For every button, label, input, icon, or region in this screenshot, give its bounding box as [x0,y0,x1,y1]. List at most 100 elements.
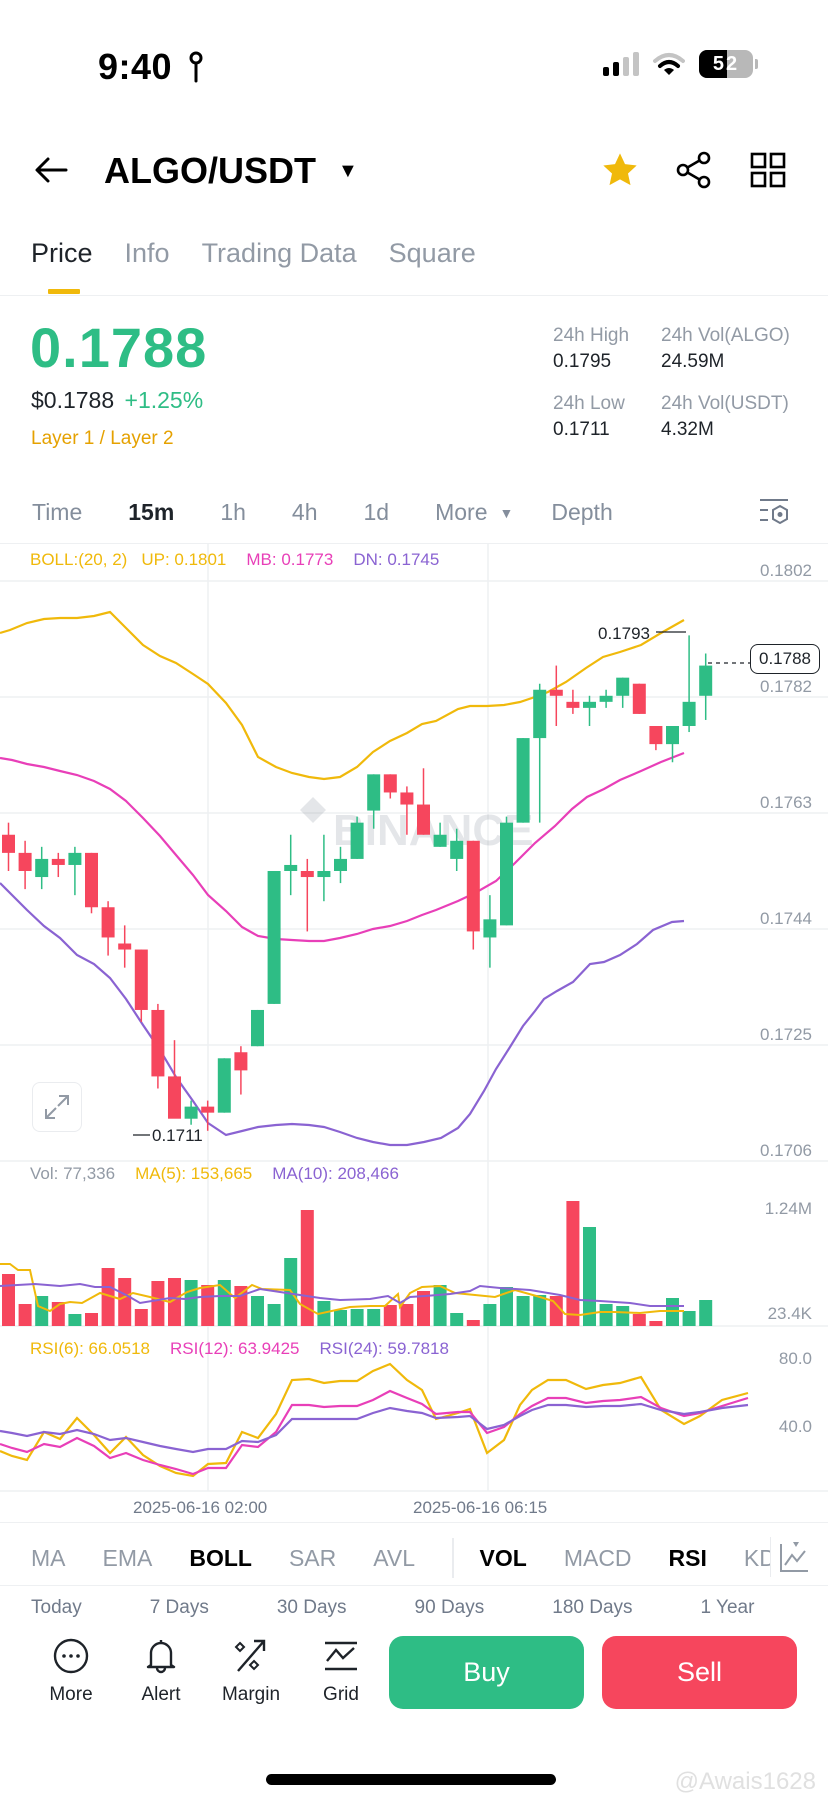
indicator-settings-button[interactable] [770,1537,810,1577]
tab-info[interactable]: Info [124,238,170,268]
candle [284,864,298,871]
date-axis-label: 2025-06-16 06:15 [413,1498,548,1517]
chart-settings-icon [760,499,788,525]
indicator-vol[interactable]: VOL [479,1544,527,1571]
boll-params: BOLL:(20, 2) [30,550,128,569]
margin-button[interactable]: Margin [218,1636,284,1706]
active-tab-indicator [48,289,80,294]
tf-1d[interactable]: 1d [363,499,390,525]
range-today[interactable]: Today [31,1597,82,1618]
tab-square[interactable]: Square [388,238,476,268]
volume-bars [2,1201,713,1326]
candle [267,871,281,1004]
pair-selector[interactable]: ALGO/USDT ▼ [104,150,358,192]
volume-bar [566,1201,580,1326]
volume-bar [466,1320,480,1326]
volume-bar [533,1295,547,1326]
indicator-avl[interactable]: AVL [373,1544,416,1571]
caret-down-icon: ▼ [499,504,514,521]
rsi-axis-label: 40.0 [778,1417,812,1436]
tf-time[interactable]: Time [32,499,83,525]
range-1y[interactable]: 1 Year [700,1597,755,1618]
candle [217,1058,231,1113]
chart-settings-button[interactable] [758,496,792,530]
share-button[interactable] [672,148,716,192]
volume-bar [450,1313,464,1326]
alert-button[interactable]: Alert [128,1636,194,1706]
caret-down-icon: ▼ [338,159,358,182]
price-axis-label: 0.1782 [760,677,812,696]
tf-4h[interactable]: 4h [291,499,318,525]
indicator-divider [0,1522,828,1523]
watermark-text: @Awais1628 [674,1768,816,1795]
bell-icon [146,1640,176,1674]
tab-price[interactable]: Price [31,238,93,268]
price-axis-label: 0.1744 [760,909,812,928]
tf-depth[interactable]: Depth [551,499,613,525]
fiat-price-row: $0.1788 +1.25% [31,387,203,414]
volume-bar [516,1296,530,1326]
range-7d[interactable]: 7 Days [149,1597,209,1618]
favorite-button[interactable] [598,148,642,192]
stat-value: 24.59M [661,351,725,372]
candle [632,683,646,714]
home-indicator [266,1774,556,1785]
price-axis-label: 0.1725 [760,1025,812,1044]
low-marker-label: 0.1711 [152,1126,203,1145]
volume-bar [599,1304,613,1326]
more-button[interactable]: More [38,1636,104,1706]
indicator-boll[interactable]: BOLL [189,1544,252,1571]
bottom-actions: More Alert Margin Grid [38,1636,374,1706]
volume-bar [682,1311,696,1326]
current-price-tag: 0.1788 [750,644,820,674]
volume-bar [201,1285,215,1326]
tf-more-dropdown[interactable]: More ▼ [435,499,513,526]
range-180d[interactable]: 180 Days [552,1597,633,1618]
volume-bar [649,1321,663,1326]
candle [168,1076,181,1119]
volume-bar [549,1296,563,1326]
grid-icon [750,152,786,188]
stat-24h-vol-algo: 24h Vol(ALGO) 24.59M [661,325,821,383]
buy-button[interactable]: Buy [389,1636,584,1709]
tf-15m[interactable]: 15m [128,499,175,525]
stat-24h-low: 24h Low 0.1711 [553,393,661,451]
stat-label: 24h High [553,325,630,346]
fiat-price: $0.1788 [31,387,115,413]
range-90d[interactable]: 90 Days [414,1597,485,1618]
volume-bar [583,1227,596,1326]
indicator-sar[interactable]: SAR [288,1544,337,1571]
back-button[interactable] [32,150,72,190]
tab-trading-data[interactable]: Trading Data [201,238,357,268]
rsi-axis-label: 80.0 [778,1349,812,1368]
candlestick-chart[interactable]: BINANCE 0.1793 0.1711 [0,543,828,1493]
layout-button[interactable] [746,148,790,192]
candle [666,726,679,745]
volume-axis-label: 1.24M [764,1199,812,1218]
indicator-macd[interactable]: MACD [563,1544,632,1571]
boll-mb-value: MB: 0.1773 [246,550,334,569]
stat-label: 24h Vol(ALGO) [661,325,790,346]
fullscreen-button[interactable] [32,1082,82,1132]
indicator-ema[interactable]: EMA [102,1544,153,1571]
battery-icon: 52 [699,50,753,78]
stats-grid: 24h High 0.1795 24h Vol(ALGO) 24.59M 24h… [553,325,821,451]
candle [549,689,563,696]
grid-label: Grid [323,1684,359,1705]
indicator-ma[interactable]: MA [31,1544,66,1571]
range-30d[interactable]: 30 Days [276,1597,347,1618]
candle [184,1106,198,1119]
candle [201,1106,215,1113]
candle [383,774,397,793]
sell-button[interactable]: Sell [602,1636,797,1709]
rsi6-value: RSI(6): 66.0518 [30,1339,151,1358]
tf-1h[interactable]: 1h [220,499,246,525]
candle [583,701,596,708]
candle [450,840,464,859]
volume-bar [217,1280,231,1326]
indicator-rsi[interactable]: RSI [668,1544,707,1571]
grid-trading-button[interactable]: Grid [308,1636,374,1706]
category-tag[interactable]: Layer 1 / Layer 2 [31,428,174,449]
stat-24h-vol-usdt: 24h Vol(USDT) 4.32M [661,393,821,451]
volume-bar [118,1278,132,1326]
